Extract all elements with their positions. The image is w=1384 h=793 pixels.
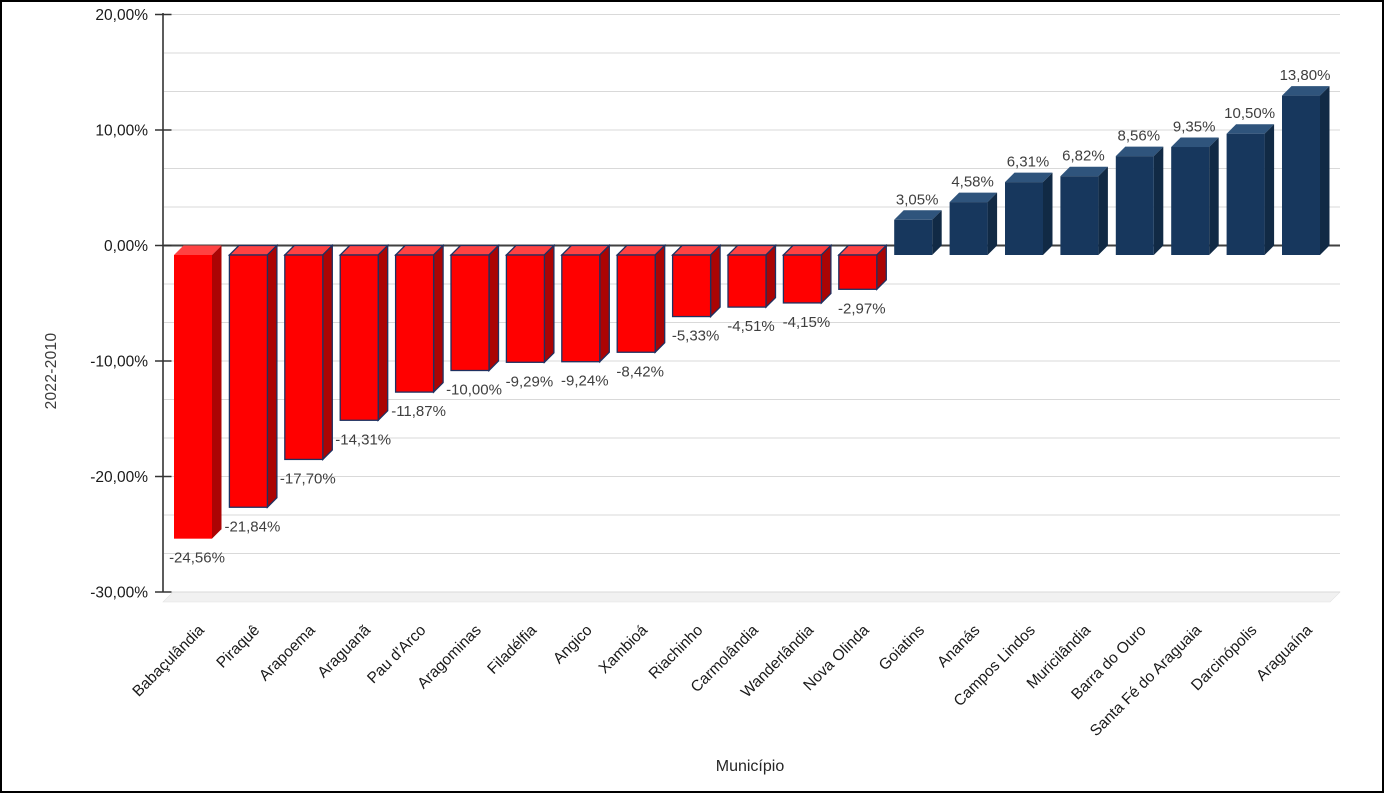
bar-side-face (266, 243, 278, 509)
category-label: Araguanã (314, 622, 374, 682)
bar-side-face (212, 245, 222, 539)
bar (228, 254, 269, 508)
bar-side-face (932, 210, 942, 255)
data-label: -10,00% (446, 382, 502, 399)
data-label: -9,24% (561, 373, 609, 390)
bar (1005, 182, 1043, 255)
bar-top-face (1060, 166, 1108, 177)
data-label: 6,82% (1062, 148, 1105, 165)
data-label: -14,31% (335, 431, 391, 448)
category-label: Santa Fé do Araguaia (1087, 622, 1205, 740)
category-label: Arapoema (256, 622, 319, 685)
bar (339, 254, 379, 421)
data-label: 3,05% (896, 191, 939, 208)
y-tick-label: 20,00% (95, 7, 148, 24)
category-label: Araguaína (1253, 622, 1316, 685)
category-label: Ananás (934, 622, 983, 671)
bar-side-face (543, 243, 555, 364)
bar (727, 254, 767, 308)
data-label: 6,31% (1007, 154, 1050, 171)
bar (782, 254, 823, 304)
data-label: -2,97% (838, 300, 886, 317)
bar (174, 255, 212, 539)
data-label: -4,51% (727, 318, 775, 335)
bar (394, 254, 435, 393)
data-label: -17,70% (280, 470, 336, 487)
y-tick-label: -10,00% (90, 354, 148, 371)
category-label: Angico (550, 622, 596, 668)
bar-side-face (1153, 146, 1164, 255)
y-tick-label: -30,00% (90, 585, 148, 602)
bar (1060, 176, 1099, 255)
data-label: 4,58% (951, 174, 994, 191)
bar (1171, 147, 1210, 255)
category-label: Xambioá (596, 622, 652, 678)
category-label: Babaçulândia (129, 622, 208, 701)
data-label: -4,15% (783, 314, 831, 331)
y-axis-title: 2022-2010 (43, 332, 60, 410)
bar (1282, 95, 1320, 255)
bar-side-face (765, 243, 777, 309)
bar (1115, 156, 1154, 255)
x-axis-title: Município (715, 758, 785, 775)
bar-side-face (987, 192, 998, 255)
bar-top-face (174, 245, 222, 255)
bar (450, 254, 490, 372)
bar-side-face (1264, 124, 1275, 255)
bar-top-face (1226, 124, 1275, 134)
bar (1226, 133, 1265, 255)
bar-top-face (949, 192, 998, 203)
data-label: 10,50% (1224, 105, 1275, 122)
bar (616, 254, 656, 353)
bar (838, 254, 878, 290)
data-label: -9,29% (506, 373, 554, 390)
y-tick-label: -20,00% (90, 469, 148, 486)
y-tick-label: 0,00% (104, 238, 148, 255)
data-label: 13,80% (1280, 67, 1331, 84)
bar (671, 254, 712, 318)
bar-side-face (820, 243, 832, 305)
bar-side-face (1098, 166, 1108, 255)
bar-side-face (1320, 86, 1330, 255)
data-label: -21,84% (224, 518, 280, 535)
bar (284, 254, 324, 461)
bar-top-face (1005, 172, 1053, 183)
category-label: Piraquê (213, 622, 263, 672)
category-label: Goiatins (876, 622, 928, 674)
data-label: -5,33% (672, 328, 720, 345)
bar (949, 202, 988, 255)
bar-side-face (488, 243, 500, 373)
data-label: -24,56% (169, 550, 225, 567)
y-tick-label: 10,00% (95, 123, 148, 140)
bar-top-face (894, 210, 942, 220)
category-label: Filadélfia (484, 622, 540, 678)
bar-side-face (1209, 137, 1219, 255)
bar (505, 254, 546, 363)
bar-side-face (654, 243, 666, 354)
bar (894, 219, 933, 255)
data-label: -8,42% (616, 363, 664, 380)
bar-side-face (377, 243, 389, 422)
bar (561, 254, 601, 363)
bar-top-face (1171, 137, 1219, 148)
bar-side-face (322, 243, 333, 462)
bar-side-face (709, 243, 721, 319)
bar-side-face (1043, 172, 1053, 255)
data-label: -11,87% (391, 403, 446, 420)
chart-floor (162, 591, 1341, 603)
bar-top-face (1282, 86, 1330, 96)
bar-side-face (432, 243, 444, 394)
data-label: 8,56% (1118, 128, 1161, 145)
bar-top-face (1115, 146, 1164, 157)
data-label: 9,35% (1173, 119, 1216, 136)
bar-side-face (599, 243, 610, 364)
